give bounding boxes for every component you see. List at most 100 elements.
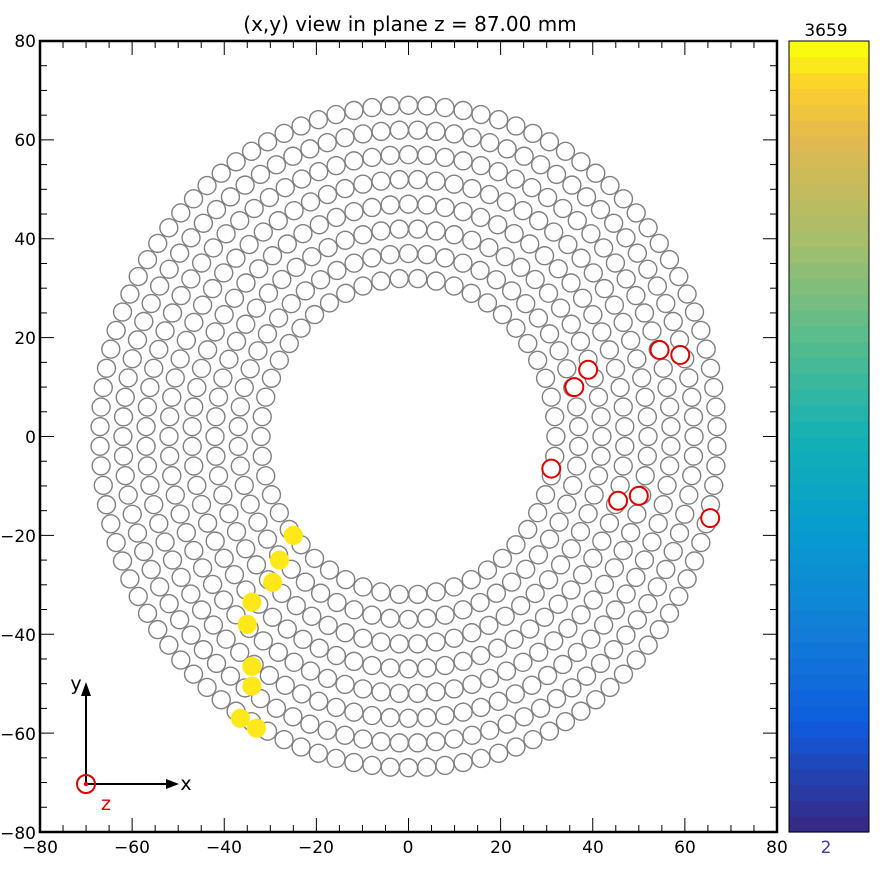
tube bbox=[684, 426, 704, 447]
color-scale-band bbox=[789, 705, 869, 722]
tube bbox=[605, 600, 626, 620]
tube bbox=[137, 456, 158, 476]
tube bbox=[159, 259, 179, 279]
tube bbox=[581, 224, 601, 244]
y-tick-labels: 80 60 40 20 0 −20 −40 −60 −80 bbox=[0, 32, 36, 844]
tube bbox=[326, 748, 346, 769]
tube bbox=[592, 322, 612, 342]
tube bbox=[144, 358, 164, 379]
tube bbox=[544, 631, 564, 651]
tube bbox=[93, 475, 113, 496]
tube bbox=[659, 456, 680, 476]
tube bbox=[246, 298, 267, 318]
tube bbox=[610, 377, 630, 398]
x-tick-label: 40 bbox=[582, 838, 604, 858]
flagged-tube bbox=[670, 344, 691, 365]
hit-tube bbox=[246, 718, 267, 738]
tube bbox=[557, 359, 577, 379]
color-scale-band bbox=[789, 515, 869, 533]
tube bbox=[159, 218, 179, 238]
tube bbox=[653, 494, 673, 515]
tube bbox=[653, 358, 673, 379]
tube bbox=[600, 677, 620, 698]
tube bbox=[553, 654, 573, 675]
tube bbox=[663, 311, 683, 332]
tube bbox=[435, 248, 455, 268]
tube bbox=[620, 330, 641, 351]
tube bbox=[487, 638, 508, 658]
tube bbox=[704, 475, 724, 496]
tube bbox=[600, 175, 620, 196]
tube bbox=[516, 559, 536, 579]
tube bbox=[286, 257, 306, 278]
tube bbox=[453, 201, 473, 222]
tube bbox=[187, 377, 207, 398]
tube bbox=[615, 436, 635, 457]
tube bbox=[700, 358, 721, 378]
tube bbox=[317, 720, 337, 741]
color-scale-band bbox=[789, 357, 869, 374]
hit-tube bbox=[242, 592, 262, 612]
tube bbox=[257, 324, 278, 344]
tube bbox=[684, 551, 705, 571]
tube bbox=[545, 406, 565, 427]
tube bbox=[588, 466, 609, 486]
tube bbox=[488, 743, 509, 763]
tube bbox=[408, 584, 428, 605]
color-scale-band bbox=[789, 199, 869, 216]
tube bbox=[592, 531, 612, 551]
tube bbox=[149, 276, 170, 296]
tube bbox=[336, 569, 356, 590]
tube bbox=[309, 215, 330, 235]
tube bbox=[181, 584, 201, 604]
tube bbox=[501, 572, 522, 592]
tube bbox=[492, 548, 513, 569]
color-scale-band bbox=[789, 499, 869, 517]
tube bbox=[165, 485, 185, 505]
tube bbox=[193, 213, 214, 233]
tube bbox=[486, 583, 507, 603]
tube bbox=[453, 651, 473, 672]
tube bbox=[335, 178, 355, 199]
tube bbox=[256, 387, 276, 407]
tube bbox=[525, 269, 545, 290]
color-scale-band bbox=[789, 594, 869, 612]
color-scale-band bbox=[789, 483, 869, 501]
tube bbox=[638, 259, 658, 279]
tube bbox=[615, 416, 635, 437]
tube bbox=[613, 189, 634, 209]
tube bbox=[206, 407, 226, 427]
x-tick-label: −60 bbox=[114, 838, 150, 858]
tube bbox=[638, 594, 658, 614]
tube bbox=[635, 466, 655, 486]
tube bbox=[159, 635, 179, 655]
tube bbox=[159, 407, 180, 427]
color-scale-gradient bbox=[789, 41, 869, 833]
tube bbox=[616, 584, 636, 604]
tube bbox=[310, 583, 331, 603]
tube bbox=[495, 606, 515, 627]
tube bbox=[516, 294, 536, 314]
x-tick-labels: −80 −60 −40 −20 0 20 40 60 80 bbox=[22, 838, 788, 858]
color-scale-band bbox=[789, 262, 869, 279]
tube bbox=[275, 675, 295, 695]
tube bbox=[479, 237, 499, 258]
tube bbox=[679, 368, 699, 388]
tube bbox=[202, 278, 223, 299]
flagged-tubes bbox=[541, 340, 721, 529]
tube bbox=[149, 577, 170, 597]
tube bbox=[362, 147, 382, 168]
tube bbox=[638, 426, 658, 447]
tube bbox=[259, 665, 280, 686]
tube bbox=[504, 223, 524, 244]
z-direction-marker bbox=[76, 774, 96, 794]
tube bbox=[211, 163, 231, 183]
tube bbox=[555, 141, 576, 161]
tube bbox=[219, 503, 239, 524]
tube bbox=[444, 577, 464, 597]
tube bbox=[488, 110, 509, 130]
tube bbox=[184, 540, 204, 561]
tube bbox=[234, 475, 254, 496]
hit-tubes bbox=[230, 525, 303, 738]
x-tick-label: 60 bbox=[674, 838, 696, 858]
